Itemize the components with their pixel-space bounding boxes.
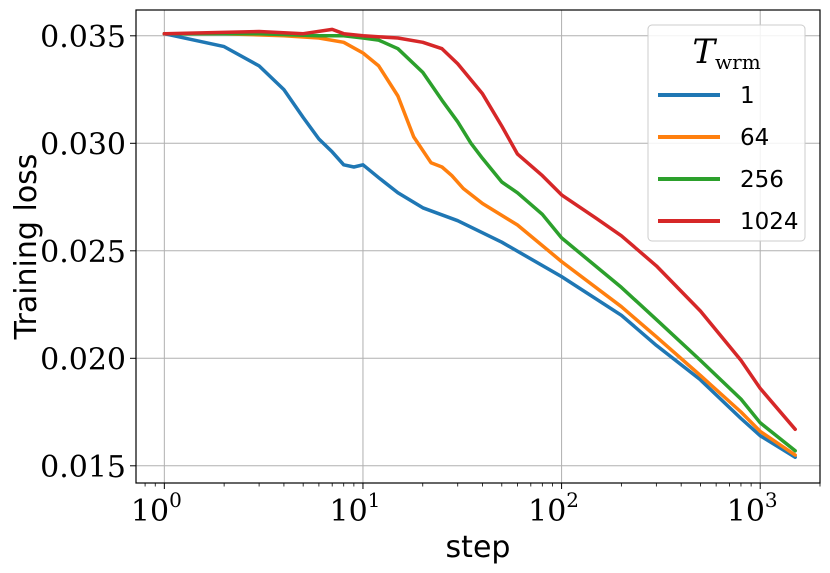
- y-tick-label: 0.030: [40, 127, 126, 162]
- legend-label-1024: 1024: [740, 209, 799, 235]
- x-tick-label: 103: [727, 488, 778, 529]
- legend-items: 1 64 256 1024: [658, 83, 799, 235]
- legend: Twrm 1 64 256 1024: [647, 24, 806, 242]
- x-tick-labels: 100 101 102 103: [131, 488, 778, 529]
- legend-label-256: 256: [740, 167, 784, 193]
- x-tick-label: 101: [329, 488, 380, 529]
- legend-label-64: 64: [740, 125, 769, 151]
- x-axis-label: step: [446, 530, 511, 565]
- x-tick-label: 100: [131, 488, 182, 529]
- x-tick-label: 102: [528, 488, 579, 529]
- series-line-1: [162, 31, 797, 459]
- y-tick-label: 0.025: [40, 235, 126, 270]
- series-line-1024: [162, 27, 797, 432]
- legend-box: [647, 24, 806, 242]
- y-tick-label: 0.020: [40, 342, 126, 377]
- legend-label-1: 1: [740, 83, 755, 109]
- axes-frame: [135, 9, 821, 484]
- y-axis-label: Training loss: [9, 154, 44, 341]
- tick-marks: [130, 35, 821, 489]
- y-tick-label: 0.035: [40, 20, 126, 55]
- series-line-64: [162, 31, 797, 457]
- y-tick-label: 0.015: [40, 450, 126, 485]
- legend-title: Twrm: [692, 32, 760, 74]
- series-line-256: [162, 31, 797, 453]
- y-tick-labels: 0.015 0.020 0.025 0.030 0.035: [40, 20, 126, 485]
- series-lines: [162, 27, 797, 459]
